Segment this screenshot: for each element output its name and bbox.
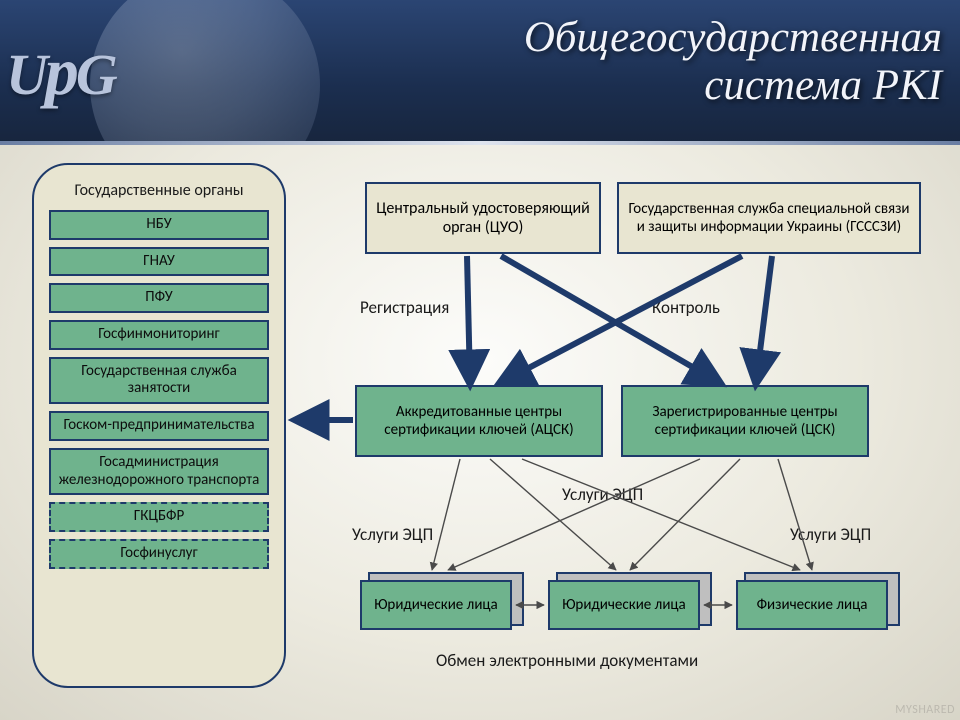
watermark: MYSHARED (895, 703, 955, 717)
box-gssz-label: Государственная служба специальной связи… (625, 200, 913, 236)
header-underline (0, 141, 960, 145)
gov-item-5: Госком-предпринимательства (49, 411, 269, 441)
gov-item-0: НБУ (49, 210, 269, 240)
globe-graphic (90, 0, 320, 145)
gov-panel: Государственные органы НБУ ГНАУ ПФУ Госфинм… (32, 163, 286, 688)
box-cuo-label: Центральный удостоверяющий орган (ЦУО) (373, 199, 593, 237)
box-legal-2-label: Юридические лица (562, 596, 685, 614)
gov-item-3: Госфинмониторинг (49, 320, 269, 350)
box-gssz: Государственная служба специальной связи… (617, 182, 921, 254)
title-line1: Общегосударственная (524, 14, 942, 62)
title-line2: система PKI (524, 62, 942, 110)
gov-item-8: Госфинуслуг (49, 539, 269, 569)
gov-item-2: ПФУ (49, 283, 269, 313)
gov-item-1: ГНАУ (49, 247, 269, 277)
box-legal-2: Юридические лица (548, 580, 700, 630)
box-csk: Зарегистрированные центры сертификации к… (621, 385, 869, 457)
logo: UpG (6, 32, 115, 111)
slide-header: UpG Общегосударственная система PKI (0, 0, 960, 145)
gov-item-6: Госадминистрация железнодорожного трансп… (49, 448, 269, 495)
box-acsk: Аккредитованные центры сертификации ключ… (355, 385, 603, 457)
label-svc-right: Услуги ЭЦП (790, 524, 871, 545)
box-cuo: Центральный удостоверяющий орган (ЦУО) (365, 182, 601, 254)
label-svc-mid: Услуги ЭЦП (562, 484, 643, 505)
label-registration: Регистрация (360, 297, 449, 318)
box-csk-label: Зарегистрированные центры сертификации к… (629, 403, 861, 439)
box-acsk-label: Аккредитованные центры сертификации ключ… (363, 403, 595, 439)
box-individual: Физические лица (736, 580, 888, 630)
box-legal-1-label: Юридические лица (374, 596, 497, 614)
label-exchange: Обмен электронными документами (436, 650, 698, 671)
gov-item-7: ГКЦБФР (49, 502, 269, 532)
box-legal-1: Юридические лица (360, 580, 512, 630)
gov-panel-caption: Государственные органы (45, 181, 273, 200)
label-svc-left: Услуги ЭЦП (352, 524, 433, 545)
slide-title: Общегосударственная система PKI (524, 14, 942, 110)
box-individual-label: Физические лица (757, 596, 868, 614)
gov-item-4: Государственная служба занятости (49, 357, 269, 404)
label-control: Контроль (652, 297, 720, 318)
